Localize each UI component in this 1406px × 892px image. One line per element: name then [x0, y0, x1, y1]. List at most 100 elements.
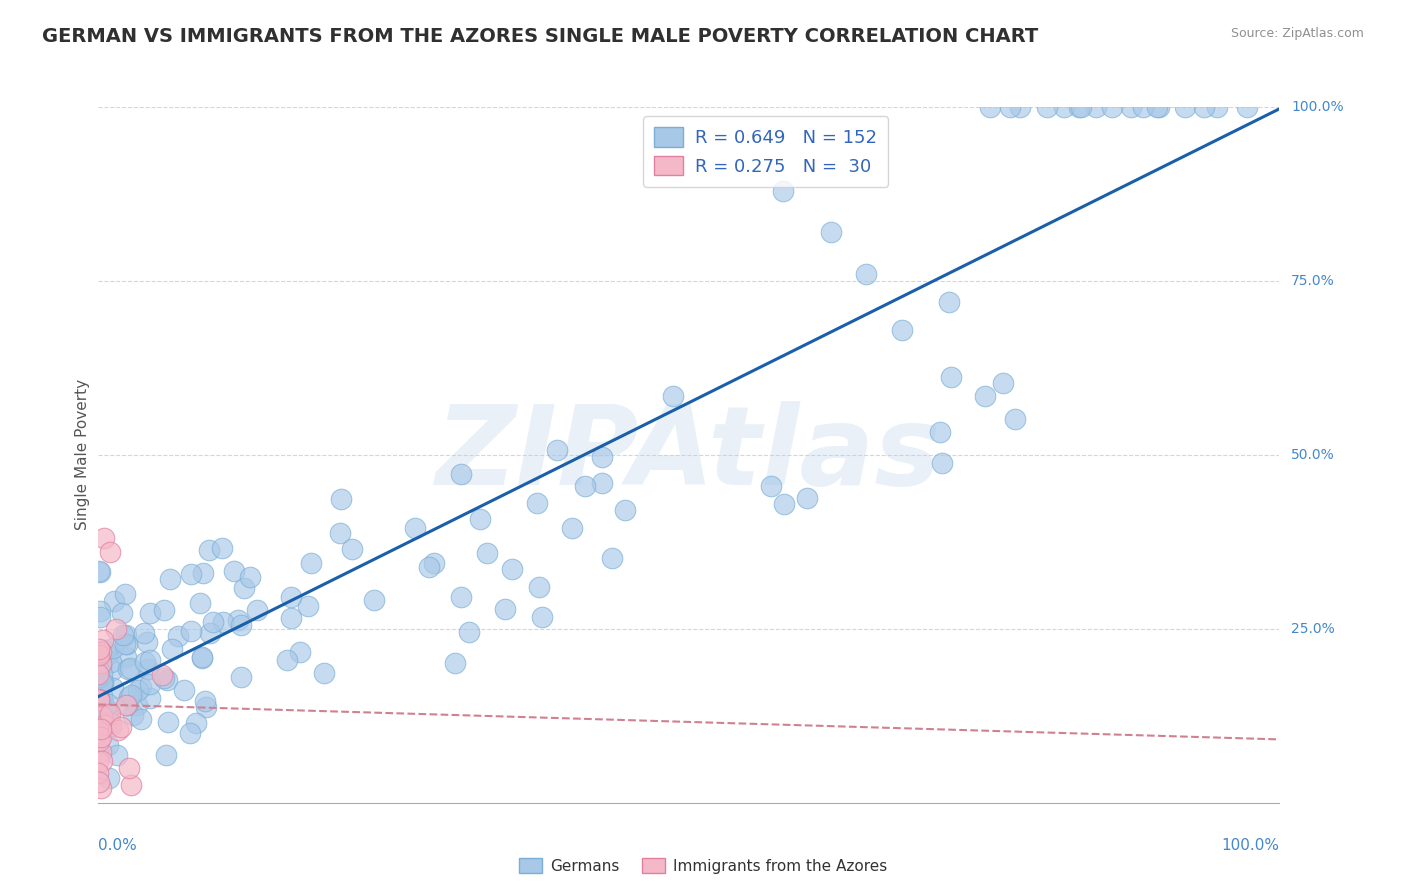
Point	[127, 683, 149, 698]
Point	[759, 478, 782, 492]
Point	[574, 479, 596, 493]
Point	[115, 698, 138, 713]
Point	[91, 697, 114, 711]
Point	[139, 652, 162, 666]
Point	[450, 590, 472, 604]
Text: 100.0%: 100.0%	[1222, 838, 1279, 853]
Point	[329, 525, 352, 540]
Point	[90, 703, 112, 717]
Point	[1101, 100, 1123, 114]
Point	[1121, 100, 1143, 114]
Point	[120, 778, 142, 792]
Point	[188, 596, 211, 610]
Point	[87, 706, 110, 720]
Point	[820, 225, 842, 239]
Point	[180, 567, 202, 582]
Point	[1149, 100, 1171, 114]
Point	[1146, 100, 1168, 114]
Point	[591, 450, 613, 464]
Point	[160, 641, 183, 656]
Point	[139, 607, 162, 621]
Point	[198, 543, 221, 558]
Point	[1070, 100, 1092, 114]
Point	[600, 551, 623, 566]
Point	[89, 604, 111, 618]
Point	[156, 673, 179, 687]
Point	[1053, 100, 1076, 114]
Point	[591, 475, 613, 490]
Point	[179, 726, 201, 740]
Point	[131, 680, 153, 694]
Point	[531, 609, 554, 624]
Point	[115, 628, 138, 642]
Point	[110, 719, 132, 733]
Point	[246, 602, 269, 616]
Point	[89, 642, 111, 657]
Text: Source: ZipAtlas.com: Source: ZipAtlas.com	[1230, 27, 1364, 40]
Point	[973, 389, 995, 403]
Point	[312, 666, 335, 681]
Point	[159, 572, 181, 586]
Point	[1132, 100, 1154, 114]
Point	[423, 556, 446, 570]
Point	[87, 754, 110, 768]
Point	[796, 491, 818, 506]
Point	[191, 650, 214, 665]
Point	[290, 645, 312, 659]
Point	[468, 512, 491, 526]
Point	[1084, 100, 1107, 114]
Point	[329, 491, 352, 506]
Point	[929, 425, 952, 439]
Point	[105, 747, 128, 762]
Point	[772, 184, 794, 198]
Point	[87, 775, 110, 789]
Point	[211, 541, 233, 556]
Point	[90, 745, 112, 759]
Point	[98, 771, 121, 785]
Point	[561, 521, 583, 535]
Legend: R = 0.649   N = 152, R = 0.275   N =  30: R = 0.649 N = 152, R = 0.275 N = 30	[643, 116, 889, 186]
Text: 75.0%: 75.0%	[1291, 274, 1336, 288]
Point	[91, 689, 114, 703]
Point	[494, 602, 516, 616]
Legend: Germans, Immigrants from the Azores: Germans, Immigrants from the Azores	[513, 852, 893, 880]
Point	[180, 624, 202, 639]
Point	[418, 560, 440, 574]
Point	[239, 570, 262, 584]
Point	[194, 693, 217, 707]
Point	[931, 456, 953, 470]
Point	[136, 635, 159, 649]
Point	[93, 707, 115, 722]
Point	[475, 546, 498, 560]
Point	[233, 581, 256, 595]
Point	[226, 614, 249, 628]
Point	[87, 663, 110, 677]
Point	[939, 369, 962, 384]
Point	[1008, 100, 1031, 114]
Point	[98, 707, 121, 722]
Point	[1206, 100, 1229, 114]
Point	[98, 704, 121, 718]
Point	[190, 651, 212, 665]
Point	[91, 754, 114, 768]
Point	[1069, 100, 1091, 114]
Point	[90, 659, 112, 673]
Point	[87, 692, 110, 706]
Point	[87, 692, 110, 706]
Point	[112, 628, 135, 642]
Text: 50.0%: 50.0%	[1291, 448, 1336, 462]
Point	[224, 564, 246, 578]
Point	[94, 718, 117, 732]
Point	[91, 632, 114, 647]
Point	[115, 649, 138, 664]
Point	[998, 100, 1021, 114]
Point	[134, 655, 156, 669]
Point	[152, 671, 174, 685]
Point	[501, 561, 523, 575]
Point	[100, 719, 122, 733]
Point	[443, 656, 465, 670]
Point	[527, 580, 550, 594]
Point	[114, 637, 136, 651]
Point	[96, 708, 118, 723]
Point	[1004, 412, 1026, 426]
